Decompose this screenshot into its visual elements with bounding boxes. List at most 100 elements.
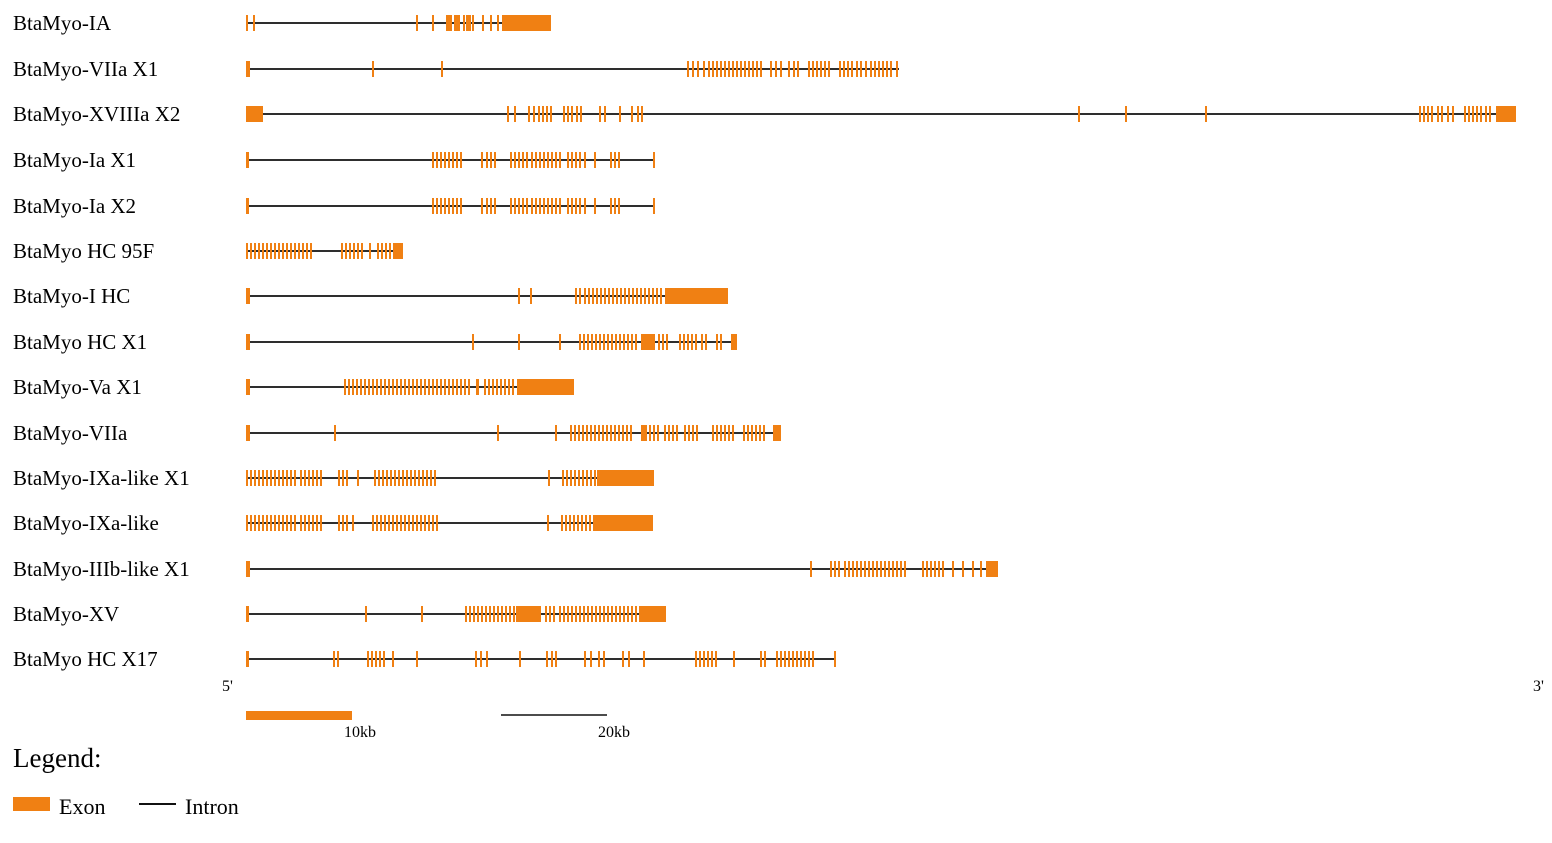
exon-block [584, 152, 586, 168]
exon-block [388, 379, 390, 395]
exon-block [428, 379, 430, 395]
exon-block [703, 61, 705, 77]
exon-block [595, 515, 653, 531]
exon-block [838, 561, 840, 577]
exon-block [298, 243, 300, 259]
exon-block [559, 198, 561, 214]
exon-block [962, 561, 964, 577]
exon-block [880, 561, 882, 577]
exon-block [518, 198, 520, 214]
exon-block [408, 379, 410, 395]
exon-block [505, 606, 507, 622]
scale-label-20kb: 20kb [598, 724, 630, 741]
exon-block [876, 561, 878, 577]
gene-label: BtaMyo-Ia X1 [13, 148, 136, 172]
exon-block [250, 470, 252, 486]
exon-block [390, 470, 392, 486]
exon-block [640, 288, 642, 304]
gene-track: BtaMyo-IIIb-like X1 [13, 557, 998, 581]
exon-block [586, 470, 588, 486]
exon-block [278, 515, 280, 531]
exon-block [576, 106, 578, 122]
exon-block [598, 425, 600, 441]
exon-block [504, 379, 506, 395]
exon-block [618, 198, 620, 214]
exon-block [345, 243, 347, 259]
exon-block [648, 288, 650, 304]
exon-block [518, 152, 520, 168]
exon-block [464, 379, 466, 395]
exon-block [575, 198, 577, 214]
exon-block [548, 470, 550, 486]
exon-block [1427, 106, 1429, 122]
exon-block [357, 243, 359, 259]
exon-block [386, 470, 388, 486]
exon-block [497, 425, 499, 441]
exon-block [514, 152, 516, 168]
exon-block [635, 334, 637, 350]
exon-block [510, 152, 512, 168]
exon-block [611, 606, 613, 622]
gene-tracks: BtaMyo-IA BtaMyo-VIIa X1 BtaMyo-XVIIIa X2 B… [13, 11, 1516, 671]
exon-block [518, 288, 520, 304]
gene-label: BtaMyo-VIIa [13, 421, 128, 445]
exon-block [593, 515, 595, 531]
exon-block [278, 243, 280, 259]
exon-block [581, 515, 583, 531]
exon-block [622, 651, 624, 667]
exon-block [582, 425, 584, 441]
exon-block [382, 470, 384, 486]
exon-block [614, 152, 616, 168]
exon-block [886, 61, 888, 77]
exon-block [562, 470, 564, 486]
exon-block [282, 243, 284, 259]
scale-bar-10kb [246, 711, 352, 720]
exon-block [938, 561, 940, 577]
exon-block [878, 61, 880, 77]
exon-block [424, 379, 426, 395]
exon-block [641, 334, 655, 350]
exon-block [692, 61, 694, 77]
exon-block [847, 61, 849, 77]
exon-block [1476, 106, 1478, 122]
exon-block [490, 198, 492, 214]
exon-block [620, 288, 622, 304]
exon-block [357, 470, 359, 486]
exon-block [392, 379, 394, 395]
exon-block [378, 470, 380, 486]
exon-block [624, 288, 626, 304]
gene-label: BtaMyo-IXa-like X1 [13, 466, 190, 490]
exon-block [656, 288, 658, 304]
exon-block [349, 243, 351, 259]
exon-block [360, 379, 362, 395]
exon-block [258, 243, 260, 259]
exon-block [614, 425, 616, 441]
exon-block [300, 515, 302, 531]
exon-block [780, 651, 782, 667]
exon-block [612, 288, 614, 304]
exon-block [286, 243, 288, 259]
exon-block [472, 334, 474, 350]
exon-block [512, 379, 514, 395]
exon-block [300, 470, 302, 486]
exon-block [294, 243, 296, 259]
exon-block [385, 243, 387, 259]
exon-block [392, 651, 394, 667]
exon-block [364, 379, 366, 395]
exon-block [496, 379, 498, 395]
exon-block [728, 425, 730, 441]
exon-block [361, 243, 363, 259]
exon-block [531, 152, 533, 168]
exon-block [492, 379, 494, 395]
exon-block [1447, 106, 1449, 122]
exon-block [551, 651, 553, 667]
exon-block [705, 334, 707, 350]
exon-block [1496, 106, 1516, 122]
exon-block [590, 425, 592, 441]
exon-block [594, 152, 596, 168]
exon-block [422, 470, 424, 486]
exon-block [484, 379, 486, 395]
exon-block [636, 288, 638, 304]
exon-block [282, 470, 284, 486]
exon-block [473, 606, 475, 622]
